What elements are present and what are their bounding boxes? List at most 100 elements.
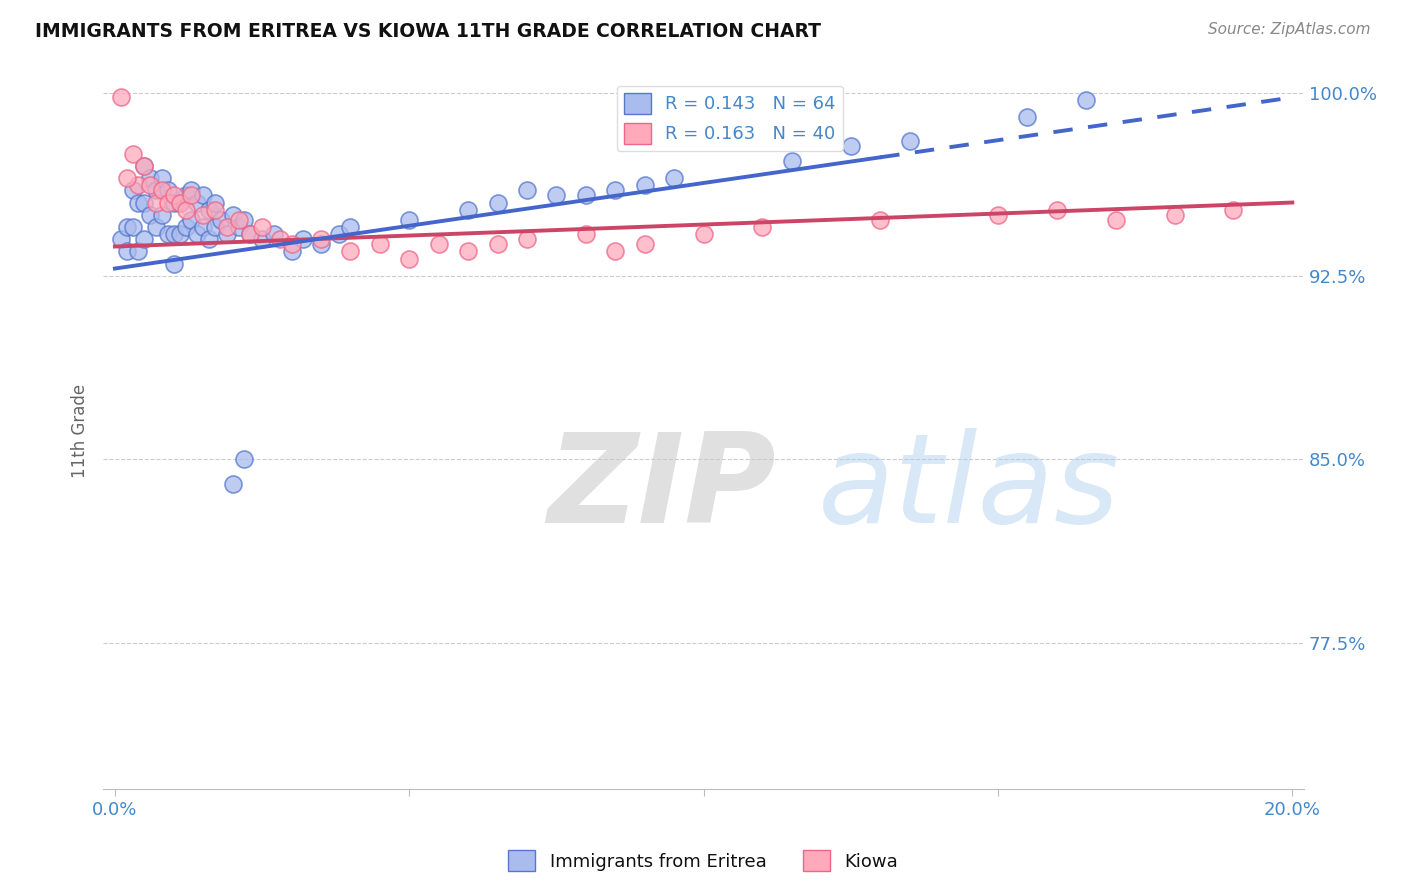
Point bbox=[292, 232, 315, 246]
Point bbox=[156, 227, 179, 242]
Point bbox=[575, 188, 598, 202]
Point bbox=[751, 219, 773, 234]
Point bbox=[516, 232, 538, 246]
Point bbox=[209, 212, 232, 227]
Point bbox=[150, 183, 173, 197]
Point bbox=[575, 227, 598, 242]
Point bbox=[605, 183, 627, 197]
Point bbox=[898, 135, 921, 149]
Point bbox=[145, 195, 167, 210]
Point bbox=[204, 195, 226, 210]
Point bbox=[115, 244, 138, 259]
Point bbox=[174, 202, 197, 217]
Point bbox=[457, 202, 479, 217]
Point bbox=[1017, 110, 1039, 124]
Point bbox=[309, 237, 332, 252]
Point bbox=[127, 244, 149, 259]
Point bbox=[115, 219, 138, 234]
Point bbox=[186, 227, 208, 242]
Point bbox=[169, 227, 191, 242]
Point bbox=[204, 202, 226, 217]
Point bbox=[280, 244, 302, 259]
Point bbox=[174, 219, 197, 234]
Point bbox=[204, 219, 226, 234]
Legend: Immigrants from Eritrea, Kiowa: Immigrants from Eritrea, Kiowa bbox=[501, 843, 905, 879]
Point bbox=[1046, 202, 1069, 217]
Point bbox=[457, 244, 479, 259]
Point bbox=[134, 195, 156, 210]
Point bbox=[215, 219, 238, 234]
Point bbox=[339, 244, 361, 259]
Point bbox=[221, 208, 243, 222]
Point bbox=[163, 257, 186, 271]
Point bbox=[263, 227, 285, 242]
Text: ZIP: ZIP bbox=[547, 428, 776, 549]
Point bbox=[127, 178, 149, 193]
Point bbox=[121, 219, 143, 234]
Point bbox=[328, 227, 350, 242]
Point bbox=[634, 237, 657, 252]
Point bbox=[398, 212, 420, 227]
Point bbox=[516, 183, 538, 197]
Point bbox=[180, 183, 202, 197]
Point bbox=[239, 227, 262, 242]
Point bbox=[198, 202, 221, 217]
Point bbox=[228, 212, 250, 227]
Point bbox=[180, 212, 202, 227]
Y-axis label: 11th Grade: 11th Grade bbox=[72, 384, 89, 478]
Point bbox=[1222, 202, 1244, 217]
Point bbox=[163, 188, 186, 202]
Point bbox=[780, 153, 803, 168]
Point bbox=[134, 232, 156, 246]
Point bbox=[145, 219, 167, 234]
Text: atlas: atlas bbox=[818, 428, 1119, 549]
Point bbox=[239, 227, 262, 242]
Point bbox=[169, 195, 191, 210]
Point bbox=[150, 171, 173, 186]
Point bbox=[427, 237, 450, 252]
Point bbox=[110, 232, 132, 246]
Point bbox=[1105, 212, 1128, 227]
Point bbox=[163, 195, 186, 210]
Point bbox=[233, 212, 256, 227]
Point bbox=[250, 232, 273, 246]
Point bbox=[121, 146, 143, 161]
Point bbox=[269, 232, 291, 246]
Point bbox=[115, 171, 138, 186]
Point bbox=[193, 188, 215, 202]
Legend: R = 0.143   N = 64, R = 0.163   N = 40: R = 0.143 N = 64, R = 0.163 N = 40 bbox=[617, 86, 844, 151]
Point bbox=[198, 232, 221, 246]
Point bbox=[228, 219, 250, 234]
Point bbox=[163, 227, 186, 242]
Point bbox=[398, 252, 420, 266]
Point bbox=[145, 183, 167, 197]
Point bbox=[221, 476, 243, 491]
Point bbox=[546, 188, 568, 202]
Point bbox=[486, 195, 509, 210]
Point bbox=[127, 195, 149, 210]
Point bbox=[839, 139, 862, 153]
Point bbox=[134, 159, 156, 173]
Point bbox=[169, 195, 191, 210]
Point bbox=[139, 178, 162, 193]
Point bbox=[174, 188, 197, 202]
Text: Source: ZipAtlas.com: Source: ZipAtlas.com bbox=[1208, 22, 1371, 37]
Point bbox=[280, 237, 302, 252]
Point bbox=[339, 219, 361, 234]
Point bbox=[692, 227, 714, 242]
Point bbox=[605, 244, 627, 259]
Point bbox=[662, 171, 685, 186]
Point bbox=[156, 183, 179, 197]
Point bbox=[193, 208, 215, 222]
Point bbox=[121, 183, 143, 197]
Point bbox=[156, 195, 179, 210]
Point bbox=[139, 208, 162, 222]
Point bbox=[193, 219, 215, 234]
Point bbox=[233, 452, 256, 467]
Point bbox=[1163, 208, 1185, 222]
Point bbox=[180, 188, 202, 202]
Point bbox=[368, 237, 391, 252]
Point bbox=[186, 195, 208, 210]
Point bbox=[250, 219, 273, 234]
Point bbox=[150, 208, 173, 222]
